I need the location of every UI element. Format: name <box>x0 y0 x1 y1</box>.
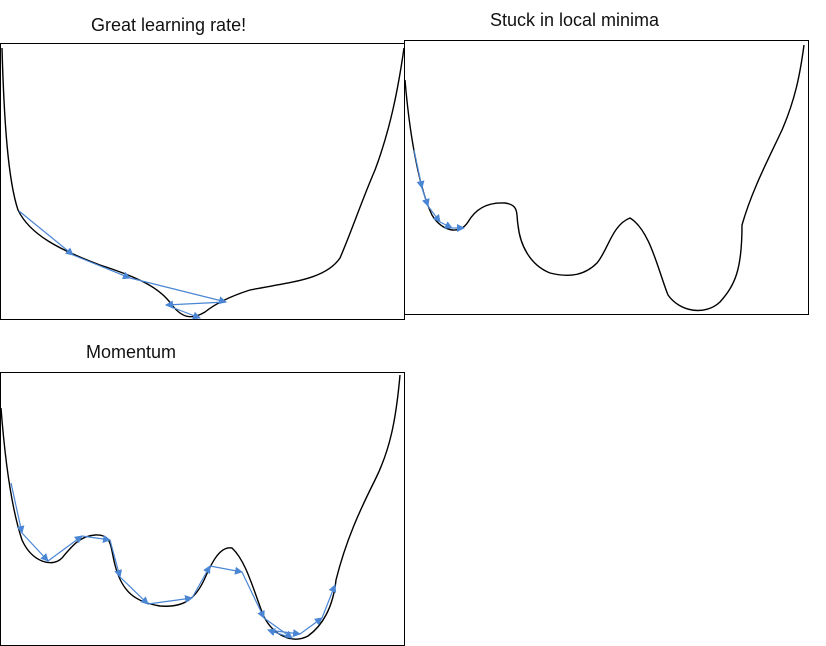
step-arrow <box>413 149 425 189</box>
step-arrow <box>267 628 293 639</box>
loss-curve-momentum <box>0 374 401 640</box>
step-arrow <box>147 594 193 605</box>
step-arrow <box>165 300 227 309</box>
step-arrow <box>439 221 453 229</box>
gradient-steps-momentum <box>10 482 337 639</box>
gradient-steps-great-lr <box>18 210 227 320</box>
loss-curve-great-lr <box>1 47 405 318</box>
gradient-steps-local-minima <box>413 149 465 232</box>
step-arrow <box>421 187 430 207</box>
step-arrow <box>267 629 301 638</box>
step-arrow <box>321 584 337 619</box>
step-arrow <box>109 539 123 578</box>
step-arrow <box>119 576 149 605</box>
step-arrow <box>81 535 111 543</box>
step-arrow <box>191 565 211 599</box>
loss-curve-local-minima <box>404 44 805 312</box>
step-arrow <box>165 304 201 320</box>
panel-title-great-lr: Great learning rate! <box>91 15 247 35</box>
panel-title-momentum: Momentum <box>86 342 177 362</box>
step-arrow <box>299 617 323 635</box>
panel-title-local-minima: Stuck in local minima <box>490 10 660 30</box>
step-arrow <box>209 565 243 575</box>
step-arrow <box>47 535 83 562</box>
step-arrow <box>427 205 441 223</box>
step-arrow <box>241 571 265 619</box>
panel-local-minima <box>404 40 809 315</box>
step-arrow <box>263 617 293 639</box>
step-arrow <box>129 277 227 305</box>
step-arrow <box>21 532 49 562</box>
step-arrow <box>10 482 25 534</box>
step-arrow <box>18 210 74 256</box>
panel-great-lr <box>0 43 405 320</box>
step-arrow <box>72 254 131 280</box>
